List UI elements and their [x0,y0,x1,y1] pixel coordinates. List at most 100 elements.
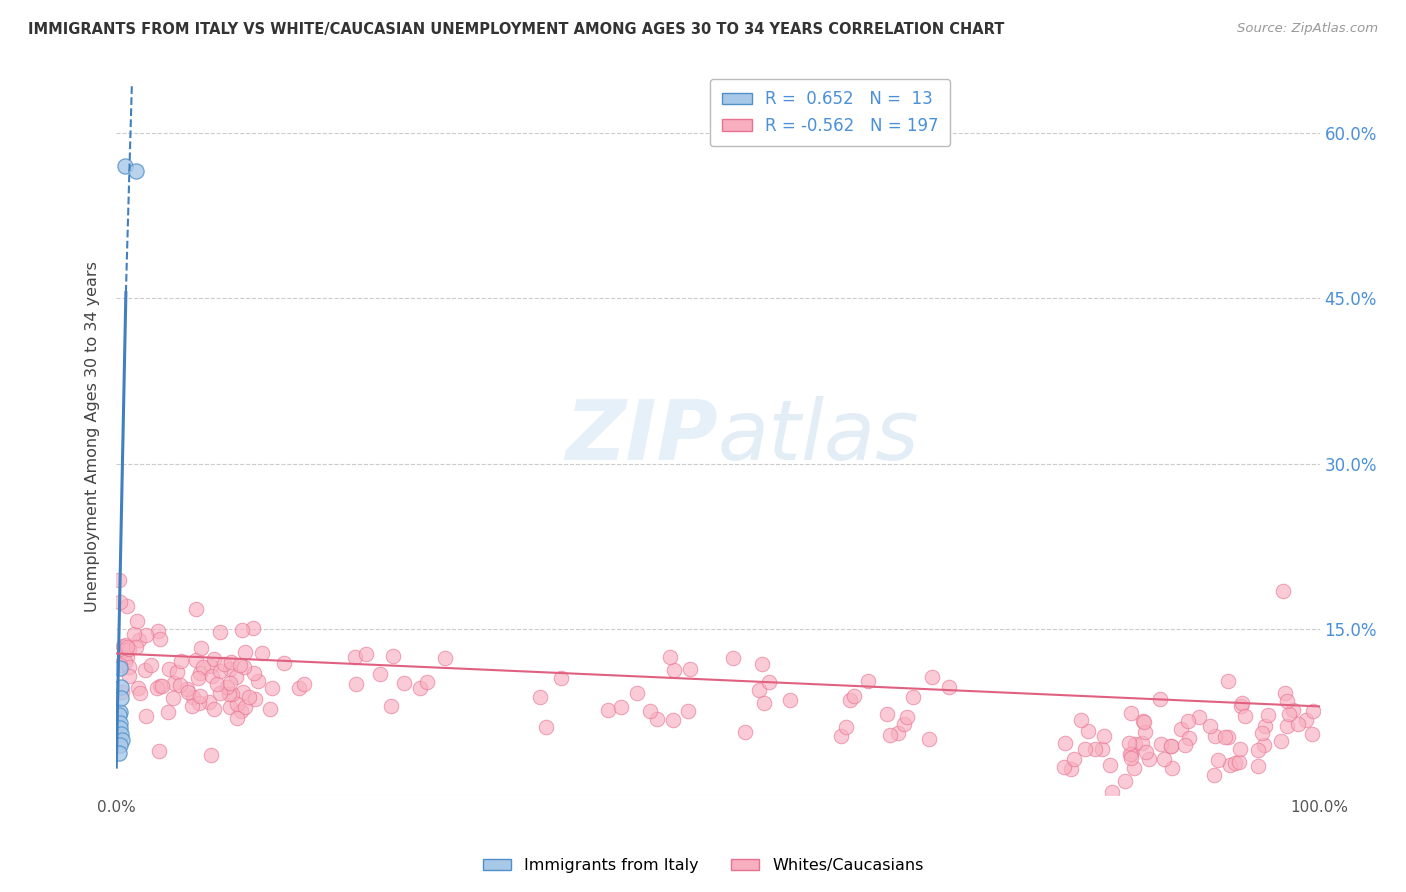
Point [1149,692,1171,706]
Point [858,674,880,689]
Point [125,640,148,655]
Point [1092,729,1115,743]
Point [221,687,243,701]
Point [1161,761,1184,775]
Point [135,628,157,642]
Point [1216,730,1239,744]
Point [1247,759,1270,773]
Point [169,678,191,692]
Point [250,646,273,660]
Point [842,689,865,703]
Point [1225,756,1247,771]
Point [197,694,219,708]
Point [118,659,141,673]
Point [221,656,243,670]
Point [1227,756,1250,770]
Point [392,676,415,690]
Point [107,708,129,723]
Point [1282,703,1305,717]
Point [638,704,661,718]
Point [232,684,254,698]
Point [1119,747,1142,761]
Point [1275,694,1298,708]
Point [273,657,295,671]
Point [1114,774,1136,789]
Point [145,681,167,696]
Point [1135,745,1157,759]
Point [115,599,138,613]
Point [1229,742,1251,756]
Point [219,676,242,690]
Point [202,652,225,666]
Point [209,665,232,679]
Point [748,683,770,698]
Point [658,649,681,664]
Point [191,660,214,674]
Point [108,738,131,752]
Point [200,747,222,762]
Point [664,664,686,678]
Point [1119,747,1142,762]
Point [187,671,209,685]
Point [208,686,231,700]
Point [1257,708,1279,723]
Point [127,681,149,695]
Point [938,680,960,694]
Point [259,701,281,715]
Text: IMMIGRANTS FROM ITALY VS WHITE/CAUCASIAN UNEMPLOYMENT AMONG AGES 30 TO 34 YEARS : IMMIGRANTS FROM ITALY VS WHITE/CAUCASIAN… [28,22,1004,37]
Point [135,708,157,723]
Point [1275,719,1298,733]
Point [148,744,170,758]
Point [626,685,648,699]
Point [146,624,169,639]
Point [226,711,249,725]
Point [231,705,253,719]
Point [243,691,266,706]
Point [887,725,910,739]
Point [108,594,131,608]
Point [1170,722,1192,736]
Point [610,699,633,714]
Point [1123,761,1146,775]
Point [433,650,456,665]
Point [1204,729,1226,743]
Point [1060,762,1083,776]
Point [115,640,138,655]
Point [1274,686,1296,700]
Point [242,621,264,635]
Point [229,658,252,673]
Point [108,722,131,736]
Point [108,661,131,675]
Point [1254,719,1277,733]
Point [292,677,315,691]
Point [170,654,193,668]
Point [157,705,180,719]
Point [734,725,756,739]
Point [212,657,235,671]
Point [721,651,744,665]
Point [896,710,918,724]
Point [1174,738,1197,752]
Point [1253,739,1275,753]
Point [114,655,136,669]
Y-axis label: Unemployment Among Ages 30 to 34 years: Unemployment Among Ages 30 to 34 years [86,260,100,612]
Point [1070,713,1092,727]
Point [238,690,260,705]
Point [1053,736,1076,750]
Point [1295,714,1317,728]
Point [217,680,239,694]
Point [903,690,925,704]
Point [114,159,136,173]
Point [288,681,311,695]
Point [876,707,898,722]
Point [879,729,901,743]
Point [752,697,775,711]
Point [534,720,557,734]
Point [1150,737,1173,751]
Point [176,682,198,697]
Text: ZIP: ZIP [565,395,718,476]
Point [163,676,186,690]
Point [128,633,150,648]
Point [162,691,184,706]
Point [661,714,683,728]
